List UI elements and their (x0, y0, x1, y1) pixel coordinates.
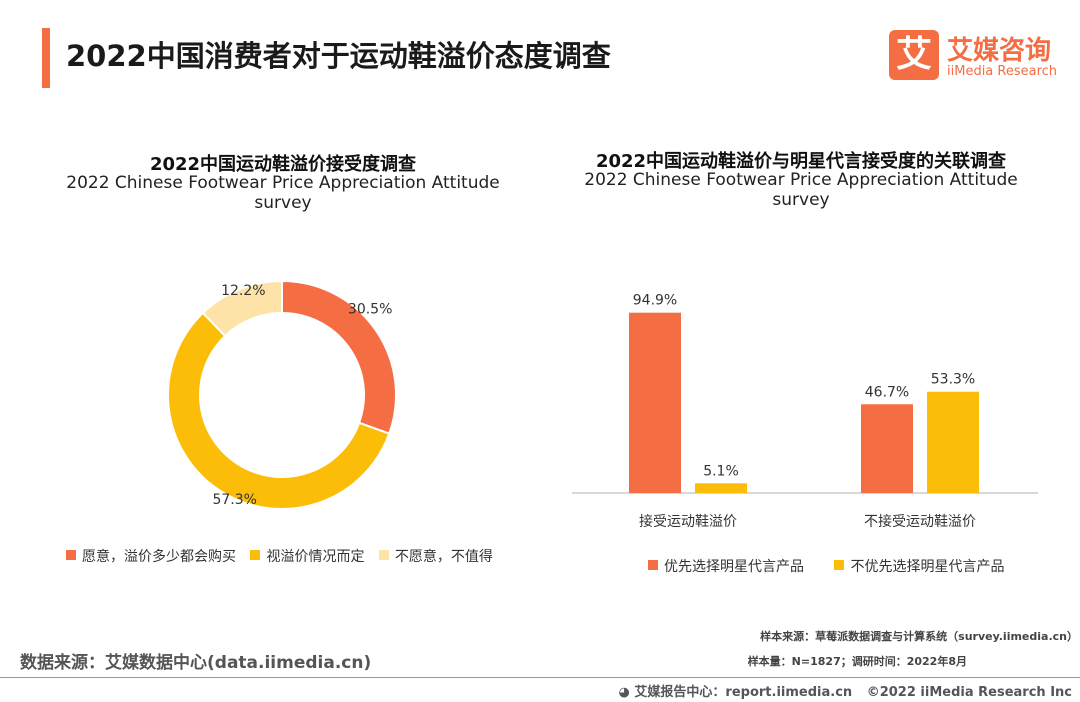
iimedia-logo: 艾 艾媒咨询 iiMedia Research (889, 30, 1059, 84)
title-accent-bar (42, 28, 50, 88)
legend-swatch-orange (648, 560, 658, 570)
bar-chart-title: 2022中国运动鞋溢价与明星代言接受度的关联调查 (595, 151, 1007, 172)
donut-chart-subtitle: 2022 Chinese Footwear Price Appreciation… (66, 173, 500, 213)
logo-name-en: iiMedia Research (947, 64, 1058, 79)
legend-swatch-orange (66, 550, 76, 560)
bar-label-reject-celebrity: 46.7% (865, 384, 909, 400)
bar-label-accept-celebrity: 94.9% (633, 293, 677, 309)
donut-slice-unwilling (201, 279, 283, 338)
donut-label-willing: 30.5% (348, 302, 392, 318)
logo-name-cn: 艾媒咨询 (947, 36, 1052, 66)
legend-swatch-pale (378, 550, 389, 560)
sample-size: 样本量：N=1827；调研时间：2022年8月 (747, 655, 967, 668)
footer-bottom-bar: ◕ 艾媒报告中心：report.iimedia.cn ©2022 iiMedia… (619, 681, 1072, 700)
bar-legend: 优先选择明星代言产品 不优先选择明星代言产品 (648, 556, 1014, 576)
footer-divider (0, 677, 1080, 678)
data-source: 数据来源：艾媒数据中心(data.iimedia.cn) (20, 653, 372, 673)
legend-swatch-yellow (834, 560, 845, 570)
legend-label-willing: 愿意，溢价多少都会购买 (82, 549, 236, 565)
bar-accept-celebrity (629, 312, 681, 493)
legend-item-unwilling: 不愿意，不值得 (378, 546, 493, 566)
copyright: ©2022 iiMedia Research Inc (866, 685, 1072, 700)
bar-accept-no-celebrity (695, 483, 747, 493)
bar-category-reject: 不接受运动鞋溢价 (864, 513, 976, 530)
legend-item-willing: 愿意，溢价多少都会购买 (66, 546, 236, 566)
legend-label-no-celebrity: 不优先选择明星代言产品 (850, 559, 1005, 575)
bar-label-reject-no-celebrity: 53.3% (931, 372, 975, 388)
bar-label-accept-no-celebrity: 5.1% (703, 463, 739, 479)
legend-label-unwilling: 不愿意，不值得 (394, 549, 493, 565)
legend-item-celebrity: 优先选择明星代言产品 (648, 556, 804, 576)
bar-chart-subtitle: 2022 Chinese Footwear Price Appreciation… (584, 170, 1018, 210)
legend-label-depends: 视溢价情况而定 (266, 549, 365, 565)
legend-swatch-yellow (250, 550, 261, 560)
logo-mark: 艾 (889, 30, 939, 80)
legend-item-depends: 视溢价情况而定 (250, 546, 364, 566)
sample-source: 样本来源：草莓派数据调查与计算系统（survey.iimedia.cn） (760, 630, 1078, 643)
donut-chart-title: 2022中国运动鞋溢价接受度调查 (149, 154, 417, 175)
donut-slice-depends (167, 311, 391, 511)
bar-chart: 94.9% 5.1% 接受运动鞋溢价 46.7% 53.3% 不接受运动鞋溢价 (572, 293, 1038, 530)
donut-chart: 30.5% 57.3% 12.2% (167, 279, 397, 511)
donut-label-unwilling: 12.2% (221, 283, 265, 299)
donut-label-depends: 57.3% (212, 492, 256, 508)
page-title: 2022中国消费者对于运动鞋溢价态度调查 (66, 39, 611, 73)
bar-category-accept: 接受运动鞋溢价 (639, 513, 737, 530)
globe-icon: ◕ (618, 685, 630, 700)
legend-item-no-celebrity: 不优先选择明星代言产品 (834, 556, 1004, 576)
report-center-link[interactable]: 艾媒报告中心：report.iimedia.cn (634, 685, 853, 700)
donut-legend: 愿意，溢价多少都会购买 视溢价情况而定 不愿意，不值得 (66, 546, 503, 566)
bar-reject-no-celebrity (927, 391, 979, 493)
bar-reject-celebrity (861, 404, 913, 493)
legend-label-celebrity: 优先选择明星代言产品 (664, 559, 804, 575)
